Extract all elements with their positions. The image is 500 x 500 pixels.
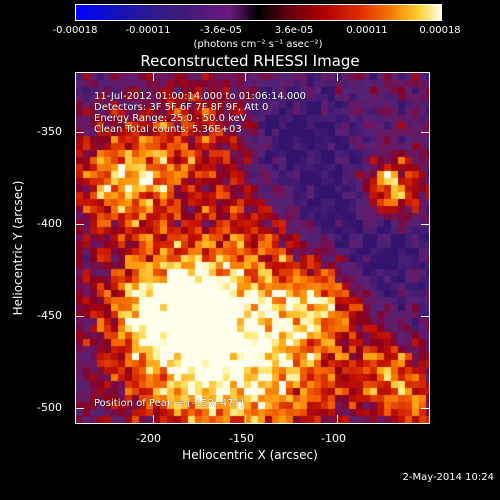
y-axis-label: Heliocentric Y (arcsec) (11, 180, 25, 316)
y-tick-label: -450 (37, 309, 62, 322)
y-tick-mark (421, 224, 429, 225)
y-tick-label: -350 (37, 125, 62, 138)
y-tick-mark (76, 132, 84, 133)
colorbar (75, 4, 442, 21)
x-axis-label: Heliocentric X (arcsec) (182, 448, 318, 462)
annotation-method: Clean Total counts: 5.36E+03 (94, 124, 242, 135)
heatmap-image (76, 73, 429, 423)
colorbar-tick: 3.6e-05 (274, 25, 314, 36)
annotation-time-range: 11-Jul-2012 01:00:14.000 to 01:06:14.000 (94, 91, 306, 102)
y-tick-label: -500 (37, 401, 62, 414)
annotation-energy-range: Energy Range: 25.0 - 50.0 keV (94, 113, 247, 124)
y-tick-label: -400 (37, 217, 62, 230)
colorbar-tick: 0.00011 (346, 25, 388, 36)
colorbar-tick: 0.00018 (419, 25, 461, 36)
x-tick-mark (337, 415, 338, 423)
y-tick-mark (421, 408, 429, 409)
colorbar-unit-label: (photons cm⁻² s⁻¹ asec⁻²) (193, 39, 323, 50)
plot-title: Reconstructed RHESSI Image (140, 52, 360, 70)
x-tick-mark (153, 415, 154, 423)
x-tick-label: -150 (229, 432, 254, 445)
annotation-peak-position: Position of Peak = [-153,-471] (94, 398, 244, 409)
x-tick-mark (245, 73, 246, 81)
colorbar-tick: -0.00011 (125, 25, 171, 36)
x-tick-mark (153, 73, 154, 81)
x-tick-mark (337, 73, 338, 81)
date-stamp: 2-May-2014 10:24 (402, 472, 494, 483)
colorbar-tick: -3.6e-05 (200, 25, 242, 36)
x-tick-mark (245, 415, 246, 423)
y-tick-mark (421, 316, 429, 317)
colorbar-tick: -0.00018 (52, 25, 98, 36)
y-tick-mark (421, 132, 429, 133)
heatmap-plot-area: 11-Jul-2012 01:00:14.000 to 01:06:14.000… (75, 72, 430, 424)
y-tick-mark (76, 224, 84, 225)
x-tick-label: -200 (136, 432, 161, 445)
y-tick-mark (76, 316, 84, 317)
x-tick-label: -100 (321, 432, 346, 445)
y-tick-mark (76, 408, 84, 409)
annotation-detectors: Detectors: 3F 5F 6F 7F 8F 9F, Att 0 (94, 102, 269, 113)
